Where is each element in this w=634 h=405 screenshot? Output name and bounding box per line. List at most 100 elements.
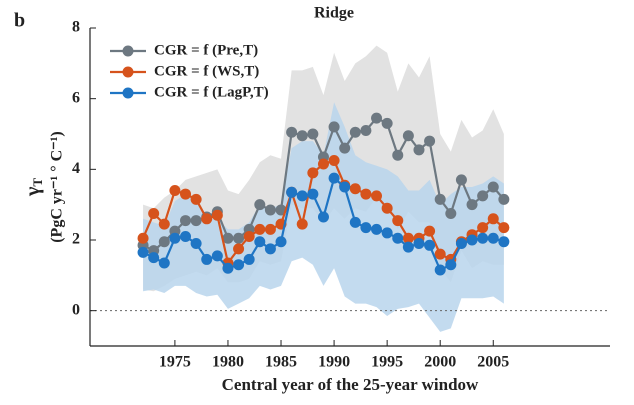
point (158, 257, 170, 269)
point (201, 213, 213, 225)
point (169, 185, 181, 197)
point (349, 126, 361, 138)
point (158, 236, 170, 248)
y-axis-symbol: γT (22, 178, 45, 197)
point (222, 232, 234, 244)
point (360, 124, 372, 136)
point (381, 227, 393, 239)
point (317, 211, 329, 223)
point (286, 186, 298, 198)
point (371, 190, 383, 202)
point (477, 232, 489, 244)
point (148, 208, 160, 219)
point (307, 128, 319, 140)
point (434, 264, 446, 276)
point (148, 252, 160, 264)
point (371, 112, 383, 124)
point (169, 232, 181, 244)
point (360, 222, 372, 234)
point (360, 188, 372, 200)
point (190, 238, 202, 250)
point (180, 215, 192, 227)
point (402, 232, 414, 244)
point (286, 126, 298, 138)
point (233, 259, 245, 271)
point (264, 223, 276, 235)
x-tick-label: 1975 (159, 354, 191, 371)
point (190, 193, 202, 205)
point (254, 223, 266, 235)
point (211, 209, 223, 221)
x-tick-label: 1985 (265, 354, 297, 371)
point (413, 144, 425, 156)
panel-label: b (14, 10, 25, 32)
point (477, 190, 489, 202)
point (455, 174, 467, 186)
point (296, 218, 308, 230)
y-subscript: T (30, 178, 45, 187)
x-tick-label: 1980 (212, 354, 244, 371)
x-tick-label: 1995 (371, 354, 403, 371)
point (402, 241, 414, 253)
point (402, 130, 414, 142)
point (328, 172, 340, 184)
point (158, 218, 170, 230)
point (392, 232, 404, 244)
point (201, 253, 213, 265)
point (233, 243, 245, 255)
y-symbol: γ (22, 186, 44, 197)
point (392, 215, 404, 227)
point (445, 208, 457, 219)
point (137, 232, 149, 244)
point (180, 188, 192, 200)
x-tick-label: 2005 (477, 354, 509, 371)
y-tick-label: 4 (72, 160, 80, 177)
legend-label: CGR = f (LagP,T) (154, 84, 269, 100)
point (487, 181, 499, 193)
x-tick-label: 2000 (424, 354, 456, 371)
y-tick-label: 0 (72, 301, 80, 318)
point (180, 230, 192, 242)
point (349, 183, 361, 195)
point (222, 262, 234, 274)
point (307, 188, 319, 200)
point (424, 239, 436, 251)
point (254, 199, 266, 211)
point (424, 135, 436, 147)
point (339, 181, 351, 193)
point (243, 230, 255, 242)
point (211, 250, 223, 262)
point (434, 193, 446, 205)
point (466, 199, 478, 211)
point (477, 222, 489, 234)
point (381, 117, 393, 129)
point (445, 259, 457, 271)
legend-marker (122, 87, 134, 99)
y-tick-label: 2 (72, 231, 80, 248)
point (424, 225, 436, 237)
point (487, 213, 499, 225)
y-tick-label: 6 (72, 89, 80, 106)
point (466, 234, 478, 246)
point (413, 238, 425, 250)
point (317, 158, 329, 170)
point (264, 243, 276, 255)
point (434, 248, 446, 260)
point (296, 130, 308, 142)
point (296, 190, 308, 202)
point (328, 155, 340, 166)
point (455, 238, 467, 250)
point (328, 121, 340, 133)
point (137, 246, 149, 258)
point (498, 222, 510, 234)
point (498, 236, 510, 248)
point (254, 236, 266, 248)
point (275, 236, 287, 248)
point (371, 223, 383, 235)
point (339, 142, 351, 154)
x-axis-label: Central year of the 25-year window (222, 375, 479, 394)
legend-label: CGR = f (Pre,T) (154, 42, 258, 58)
x-tick-label: 1990 (318, 354, 350, 371)
